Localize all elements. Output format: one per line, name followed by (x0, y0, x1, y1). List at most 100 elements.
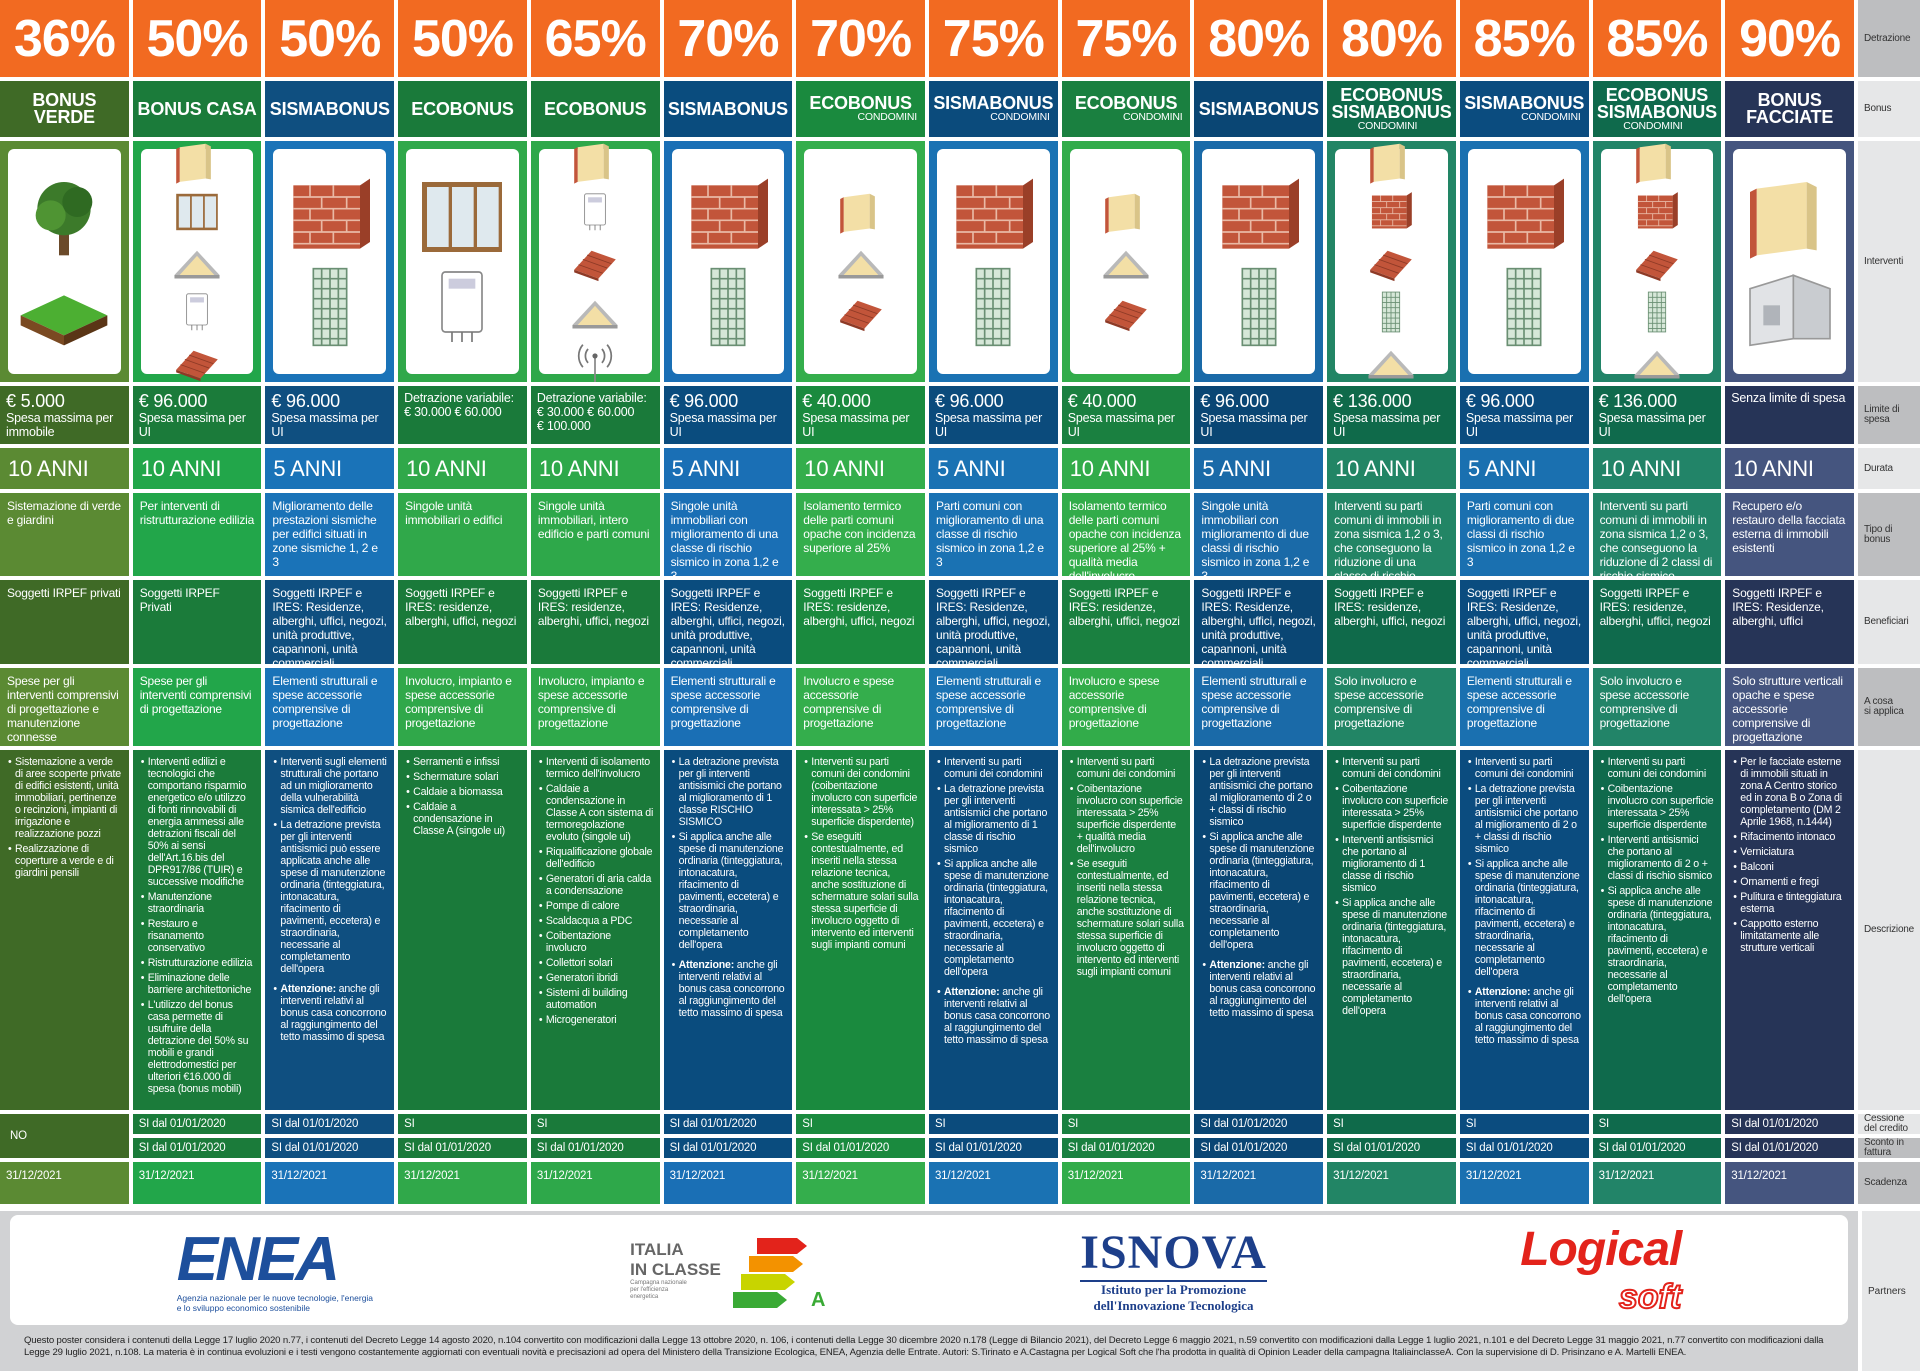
spending-limit: € 136.000 Spesa massima per UI (1592, 386, 1722, 444)
bonus-type: Per interventi di ristrutturazione edili… (132, 493, 262, 576)
deduction-percentage-text: 80% (1208, 9, 1310, 68)
applies-to: Solo involucro e spese accessorie compre… (1327, 668, 1456, 746)
applies-to-text: Involucro, impianto e spese accessorie c… (537, 674, 645, 730)
row-label-sconto: Sconto in fattura (1857, 1138, 1920, 1158)
duration: 10 ANNI (1725, 448, 1854, 489)
credit-transfer-text: SI (536, 1118, 548, 1130)
description-item: Coibentazione involucro con superficie i… (1335, 783, 1450, 831)
credit-transfer: SI dal 01/01/2020 (265, 1114, 395, 1134)
bonus-type-text: Interventi su parti comuni di immobili i… (1599, 499, 1713, 576)
description-list: Serramenti e infissi Schermature solari Ca… (406, 756, 521, 837)
attention-label: Attenzione: (280, 983, 336, 995)
description-item-text: Interventi su parti comuni dei condomini (1076, 756, 1176, 780)
row-label-interventi: Interventi (1857, 141, 1920, 382)
interventions-illustration (1725, 141, 1854, 382)
description-item: Coibentazione involucro con superficie i… (1601, 783, 1716, 831)
deadline-text: 31/12/2021 (802, 1170, 858, 1182)
window-icon (176, 193, 218, 230)
deadline: 31/12/2021 (0, 1162, 129, 1204)
description-item-text: La detrazione prevista per gli intervent… (280, 819, 386, 975)
brick-wall-icon (1487, 178, 1565, 249)
description-item-text: La detrazione prevista per gli intervent… (678, 756, 782, 828)
beneficiaries-text: Soggetti IRPEF e IRES: Residenze, alberg… (670, 586, 785, 664)
deduction-percentage-text: 70% (677, 9, 779, 68)
description: Interventi su parti comuni dei condomini… (796, 750, 925, 1110)
bonus-subtitle: CONDOMINI (1357, 119, 1418, 132)
invoice-discount-text: SI dal 01/01/2020 (138, 1142, 226, 1154)
invoice-discount-text: SI dal 01/01/2020 (1598, 1142, 1686, 1154)
spending-limit-text: Spesa massima per UI (1200, 411, 1308, 439)
bonus-name: SISMABONUS CONDOMINI (1459, 81, 1589, 137)
description-item: Interventi su parti comuni dei condomini (1601, 756, 1716, 780)
description-item-text: Si applica anche alle spese di manutenzi… (1342, 897, 1447, 1017)
row-label-acosa: A cosa si applica (1857, 668, 1920, 746)
bonus-name-text: ECOBONUS (809, 93, 912, 113)
description-item: Ristrutturazione edilizia (141, 957, 256, 969)
deadline: 31/12/2021 (1725, 1162, 1854, 1204)
description-item: La detrazione prevista per gli intervent… (937, 783, 1052, 855)
description-item: Si applica anche alle spese di manutenzi… (1335, 897, 1450, 1017)
description-item: Collettori solari (539, 957, 654, 969)
description-item-text: Scaldacqua a PDC (545, 915, 633, 927)
duration: 5 ANNI (663, 448, 793, 489)
bonus-name-text: ECOBONUS (1074, 93, 1178, 113)
credit-transfer: SI (928, 1114, 1058, 1134)
credit-transfer: SI (1592, 1114, 1722, 1134)
interventions-illustration (132, 141, 262, 382)
applies-to: Spese per gli interventi comprensivi di … (132, 668, 262, 746)
duration: 10 ANNI (1327, 448, 1456, 489)
description-item-text: Caldaie a condensazione in Classe A (sin… (413, 801, 505, 837)
description-item-text: Ornamenti e fregi (1740, 876, 1819, 888)
roof-tiles-icon (1636, 250, 1678, 281)
applies-to-text: Involucro e spese accessorie comprensive… (1068, 674, 1160, 730)
description-item: Generatori di aria calda a condensazione (539, 873, 654, 897)
description-item: Sistemi di building automation (539, 987, 654, 1011)
row-label-beneficiari: Beneficiari (1857, 580, 1920, 664)
rebar-column-icon (1506, 267, 1542, 346)
credit-transfer-text: SI dal 01/01/2020 (138, 1118, 226, 1130)
bonus-type: Parti comuni con miglioramento di una cl… (928, 493, 1058, 576)
description-item-text: Interventi edilizi e tecnologici che com… (147, 756, 247, 888)
deadline-text: 31/12/2021 (669, 1170, 726, 1182)
duration-text: 5 ANNI (671, 455, 741, 481)
bonus-name-text: SISMABONUS (1464, 93, 1585, 113)
rebar-column-icon (1647, 291, 1667, 332)
bonus-name-text: SISMABONUS (269, 98, 390, 119)
spending-limit-amount: € 136.000 (1333, 391, 1412, 411)
spending-limit-text: Spesa massima per UI (1333, 411, 1441, 439)
description: Interventi su parti comuni dei condomini… (928, 750, 1058, 1110)
enea-tagline: Agenzia nazionale per le nuove tecnologi… (176, 1293, 374, 1313)
description-item: La detrazione prevista per gli intervent… (672, 756, 787, 828)
bonus-name-text: SISMABONUS (1596, 101, 1717, 122)
description-item: Interventi di isolamento termico dell'in… (539, 756, 654, 780)
duration: 5 ANNI (1194, 448, 1324, 489)
description-list: La detrazione prevista per gli intervent… (672, 756, 787, 1019)
bonus-name-text: SISMABONUS (933, 93, 1054, 113)
deadline-text: 31/12/2021 (1067, 1170, 1124, 1182)
credit-transfer: SI dal 01/01/2020 (132, 1114, 262, 1134)
bonus-comparison-table: 36% 50% 50% 50% 65% 70% 70% 75% 75% 80% 80% 85% 85% 9… (0, 0, 1920, 1204)
bonus-name-text: BONUS (1757, 90, 1822, 110)
invoice-discount: SI dal 01/01/2020 (132, 1138, 262, 1158)
duration-text: 10 ANNI (406, 455, 487, 481)
description-item: Cappotto esterno limitatamente alle stru… (1733, 918, 1848, 954)
beneficiaries: Soggetti IRPEF privati (0, 580, 129, 664)
bonus-type-text: Interventi su parti comuni di immobili i… (1334, 499, 1443, 576)
description-item-text: Si applica anche alle spese di manutenzi… (678, 831, 784, 951)
credit-transfer: SI dal 01/01/2020 (1725, 1114, 1854, 1134)
description-list: Interventi su parti comuni dei condomini… (1335, 756, 1450, 1017)
bonus-type-text: Parti comuni con miglioramento di due cl… (1466, 499, 1575, 569)
description-item-text: Manutenzione straordinaria (147, 891, 212, 915)
italia-logo-text: ITALIA (630, 1239, 684, 1259)
description-item: Interventi su parti comuni dei condomini (937, 756, 1052, 780)
description-item-text: Si applica anche alle spese di manutenzi… (943, 858, 1049, 978)
bonus-name-text: SISMABONUS (667, 98, 788, 119)
duration-text: 10 ANNI (8, 455, 89, 481)
bonus-name: ECOBONUS SISMABONUS CONDOMINI (1592, 81, 1722, 137)
description-item-text: Verniciatura (1740, 846, 1794, 858)
beneficiaries: Soggetti IRPEF e IRES: Residenze, alberg… (1459, 580, 1589, 664)
description-item: Interventi su parti comuni dei condomini (1335, 756, 1450, 780)
description-list: Interventi di isolamento termico dell'in… (539, 756, 654, 1026)
interventions-illustration (1592, 141, 1722, 382)
brick-wall-icon (691, 178, 768, 249)
